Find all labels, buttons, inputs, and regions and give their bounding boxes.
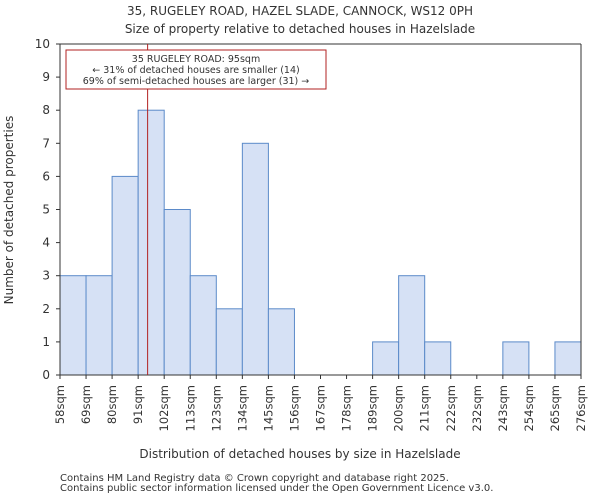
- x-tick-label: 91sqm: [131, 385, 145, 424]
- x-axis-label: Distribution of detached houses by size …: [139, 447, 460, 461]
- bar-211sqm: [424, 341, 452, 376]
- y-tick-label: 9: [42, 70, 50, 84]
- footer-line-2: Contains public sector information licen…: [60, 483, 494, 494]
- bar-134sqm: [241, 142, 269, 376]
- y-tick-label: 4: [42, 236, 50, 250]
- x-tick-label: 58sqm: [53, 385, 67, 424]
- y-tick-label: 2: [42, 302, 50, 316]
- y-axis-label: Number of detached properties: [2, 116, 16, 305]
- x-tick-label: 243sqm: [496, 385, 510, 431]
- x-tick-label: 276sqm: [574, 385, 588, 431]
- x-tick-label: 123sqm: [209, 385, 223, 431]
- x-tick-label: 113sqm: [183, 385, 197, 431]
- bar-145sqm: [267, 308, 295, 376]
- bar-200sqm: [398, 275, 426, 376]
- y-tick-label: 1: [42, 335, 50, 349]
- footer-line-1: Contains HM Land Registry data © Crown c…: [60, 473, 449, 484]
- x-tick-label: 80sqm: [105, 385, 119, 424]
- x-tick-label: 265sqm: [548, 385, 562, 431]
- y-tick-label: 8: [42, 103, 50, 117]
- y-tick-label: 3: [42, 269, 50, 283]
- bar-91sqm: [137, 109, 165, 376]
- bar-102sqm: [163, 209, 191, 376]
- bar-113sqm: [189, 275, 217, 376]
- x-tick-label: 232sqm: [470, 385, 484, 431]
- x-tick-label: 211sqm: [418, 385, 432, 431]
- x-tick-label: 178sqm: [340, 385, 354, 431]
- y-tick-label: 6: [42, 169, 50, 183]
- bar-123sqm: [215, 308, 243, 376]
- x-ticks-group: 58sqm 69sqm 80sqm 91sqm 102sqm 113sqm 123sqm 13…: [53, 375, 588, 431]
- x-tick-label: 69sqm: [79, 385, 93, 424]
- bars-group: [59, 109, 582, 376]
- x-tick-label: 102sqm: [157, 385, 171, 431]
- y-tick-label: 10: [35, 37, 50, 51]
- y-tick-label: 0: [42, 368, 50, 382]
- x-tick-label: 189sqm: [366, 385, 380, 431]
- x-tick-label: 254sqm: [522, 385, 536, 431]
- bar-69sqm: [85, 275, 113, 376]
- y-tick-label: 7: [42, 136, 50, 150]
- bar-58sqm: [59, 275, 87, 376]
- bar-189sqm: [372, 341, 400, 376]
- annotation-line-2: ← 31% of detached houses are smaller (14…: [92, 65, 299, 76]
- x-tick-label: 222sqm: [444, 385, 458, 431]
- x-tick-label: 167sqm: [314, 385, 328, 431]
- annotation-line-3: 69% of semi-detached houses are larger (…: [83, 76, 310, 87]
- bar-265sqm: [554, 341, 582, 376]
- y-tick-label: 5: [42, 203, 50, 217]
- x-tick-label: 156sqm: [287, 385, 301, 431]
- x-tick-label: 134sqm: [235, 385, 249, 431]
- chart-subtitle: Size of property relative to detached ho…: [125, 22, 475, 36]
- annotation-line-1: 35 RUGELEY ROAD: 95sqm: [132, 54, 260, 65]
- bar-243sqm: [502, 341, 530, 376]
- chart-title: 35, RUGELEY ROAD, HAZEL SLADE, CANNOCK, …: [127, 4, 473, 18]
- y-ticks-group: 0 1 2 3 4 5 6 7 8 9 10: [35, 37, 60, 382]
- x-tick-label: 145sqm: [261, 385, 275, 431]
- annotation-box: [65, 49, 327, 90]
- x-tick-label: 200sqm: [392, 385, 406, 431]
- bar-80sqm: [111, 175, 139, 376]
